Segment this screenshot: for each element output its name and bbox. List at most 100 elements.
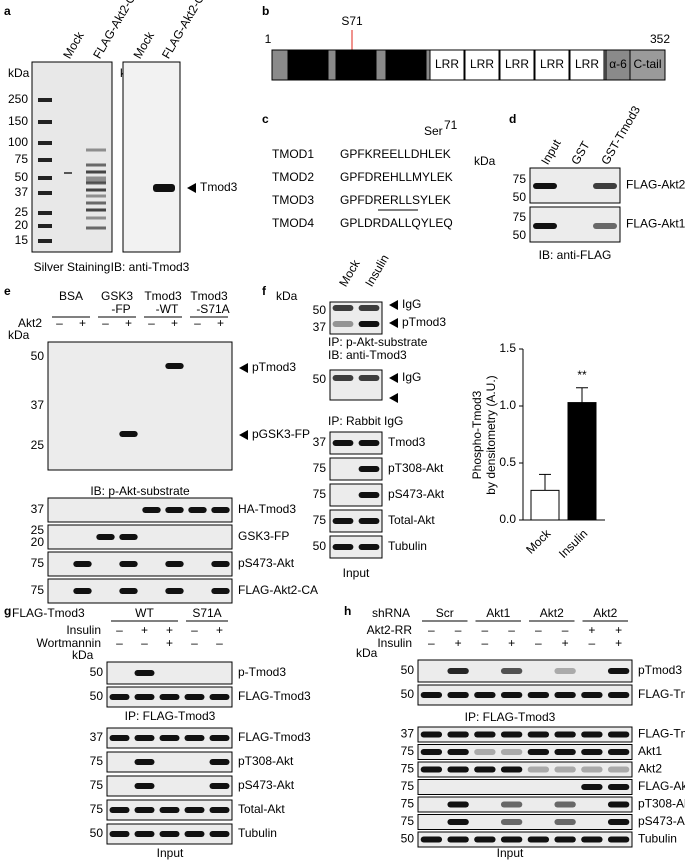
band <box>500 766 523 773</box>
kda: kDa <box>72 648 94 662</box>
sign: – <box>455 623 462 637</box>
band <box>134 735 155 741</box>
mw-marker: 75 <box>31 583 45 597</box>
mw-marker: 37 <box>31 398 45 412</box>
band <box>358 321 380 327</box>
blot <box>106 751 233 773</box>
band <box>420 749 443 755</box>
mw-marker: 37 <box>313 435 327 449</box>
band <box>142 507 161 513</box>
y-tick-label: 1.0 <box>499 398 516 412</box>
band <box>554 801 576 808</box>
band <box>109 807 130 813</box>
sign: + <box>216 623 223 637</box>
domain <box>605 49 631 81</box>
sign: + <box>217 316 224 330</box>
band <box>184 831 205 837</box>
lane-label: Mock <box>130 28 157 61</box>
mw-marker: 75 <box>513 210 527 224</box>
mw-marker: 75 <box>90 754 104 768</box>
sign: – <box>428 636 435 650</box>
band <box>332 518 354 524</box>
band <box>109 735 130 741</box>
sign: – <box>56 316 63 330</box>
band-label: p-Tmod3 <box>238 665 286 679</box>
row-label: Akt2 <box>18 316 42 330</box>
mw-marker: 37 <box>31 502 45 516</box>
sequence: GPFDREHLLMYLEK <box>340 170 453 184</box>
band-label: IgG <box>402 297 421 311</box>
sign: – <box>116 623 123 637</box>
band <box>38 211 52 215</box>
bar <box>530 489 560 521</box>
mw-marker: 75 <box>90 778 104 792</box>
band <box>607 819 630 825</box>
band <box>447 801 469 808</box>
construct-label: shRNA <box>372 606 410 620</box>
kda: kDa <box>474 154 496 168</box>
band <box>607 784 630 790</box>
kda: kDa <box>8 328 30 342</box>
group-label: Akt2 <box>540 606 564 620</box>
band <box>38 191 52 195</box>
domain-label: LRR <box>435 57 459 71</box>
blot <box>47 524 233 550</box>
band <box>607 766 630 773</box>
mw-marker: 150 <box>8 114 28 128</box>
mw-marker: 37 <box>313 320 327 334</box>
band <box>533 183 557 189</box>
y-tick-label: 1.5 <box>499 341 516 355</box>
band <box>86 170 106 174</box>
mw-marker: 20 <box>15 218 29 232</box>
caption: IP: Rabbit IgG <box>328 414 403 428</box>
band <box>119 534 138 540</box>
domain-label: LRR <box>470 57 494 71</box>
band <box>134 783 155 789</box>
band <box>447 766 469 773</box>
band <box>159 831 180 837</box>
lane-label: FLAG-Akt2-CA <box>159 0 211 61</box>
mw-marker: 50 <box>513 228 527 242</box>
band <box>447 749 469 755</box>
caption: IB: anti-Tmod3 <box>111 260 190 274</box>
band <box>119 431 138 437</box>
band-label: pS473-Akt <box>638 814 685 828</box>
caption: IP: FLAG-Tmod3 <box>125 709 216 723</box>
band <box>86 216 106 220</box>
mw-marker: 75 <box>313 461 327 475</box>
band <box>332 544 354 550</box>
band-label: FLAG-Tmod3 <box>238 730 311 744</box>
group-label: BSA <box>59 289 83 303</box>
band-label: pS473-Akt <box>388 487 445 501</box>
group-label: S71A <box>192 606 221 620</box>
band <box>500 749 523 755</box>
band <box>358 466 380 472</box>
band <box>500 692 523 698</box>
mw-marker: 37 <box>401 727 415 741</box>
band <box>554 731 576 738</box>
sign: + <box>166 623 173 637</box>
sign: – <box>535 623 542 637</box>
caption: Input <box>157 846 184 860</box>
band-label: FLAG-Tmod3 <box>238 689 311 703</box>
blot <box>329 483 383 507</box>
band <box>38 239 52 243</box>
sign: – <box>102 316 109 330</box>
domain <box>385 49 427 81</box>
sign: + <box>455 636 462 650</box>
y-tick-label: 0.5 <box>499 455 516 469</box>
band-label: pT308-Akt <box>238 754 294 768</box>
band <box>86 176 106 184</box>
band <box>554 749 576 755</box>
band <box>332 375 354 381</box>
band <box>86 181 106 185</box>
mw-marker: 75 <box>401 797 415 811</box>
band <box>86 188 106 192</box>
isoform: TMOD3 <box>272 193 314 207</box>
group-label: Tmod3 <box>144 289 182 303</box>
band <box>38 141 52 145</box>
band <box>607 801 630 808</box>
domain-label: C-tail <box>633 57 661 71</box>
band <box>447 692 469 698</box>
